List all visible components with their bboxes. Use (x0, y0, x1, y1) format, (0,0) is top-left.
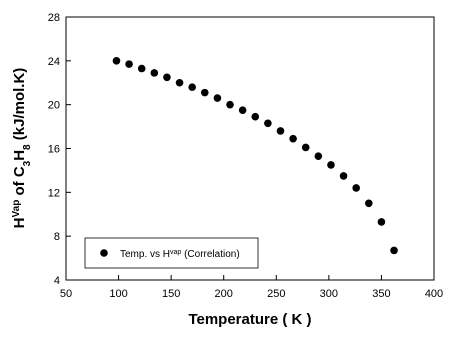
legend-marker (100, 249, 108, 257)
point (188, 83, 196, 91)
y-tick-label: 16 (48, 144, 60, 156)
y-tick-label: 8 (54, 231, 60, 243)
y-tick-label: 4 (54, 275, 60, 287)
y-axis-title-part: of C (11, 166, 28, 199)
point (125, 60, 133, 68)
point (137, 64, 146, 73)
legend-label-part: (Correlation) (181, 249, 239, 260)
point (339, 172, 348, 180)
y-axis-title-part: (kJ/mol.K) (11, 68, 28, 145)
point (163, 73, 171, 82)
point (264, 119, 272, 128)
y-tick-label: 24 (48, 56, 60, 68)
y-axis-title-part: Vap (11, 200, 22, 218)
point (200, 88, 209, 97)
legend-label-part: vap (170, 249, 181, 256)
legend-label: Temp. vs Hvap (Correlation) (120, 249, 240, 261)
point (390, 246, 398, 255)
legend-label-part: Temp. vs H (120, 249, 170, 260)
x-tick-label: 50 (60, 288, 72, 300)
point (301, 143, 310, 152)
x-tick-label: 100 (109, 288, 127, 300)
x-tick-label: 400 (425, 288, 443, 300)
y-tick-label: 28 (48, 12, 60, 24)
y-axis-title-part: H (11, 217, 28, 228)
point (226, 100, 234, 109)
point (276, 127, 285, 135)
y-axis-title-part: 8 (22, 144, 33, 150)
point (238, 106, 247, 114)
point (352, 184, 360, 192)
y-axis-title: HVap of C3H8 (kJ/mol.K) (11, 68, 33, 229)
y-tick-label: 20 (48, 100, 60, 112)
x-tick-label: 250 (267, 288, 285, 300)
legend-box (84, 237, 259, 269)
y-axis-title-part: H (11, 150, 28, 161)
x-tick-label: 150 (162, 288, 180, 300)
y-axis-title-part: 3 (22, 160, 33, 166)
point (175, 78, 184, 87)
point (327, 161, 335, 169)
point (365, 199, 373, 208)
x-tick-label: 200 (215, 288, 233, 300)
x-tick-label: 300 (320, 288, 338, 300)
y-tick-label: 12 (48, 187, 60, 199)
point (377, 218, 386, 226)
point (112, 57, 121, 65)
point (150, 69, 159, 77)
point (251, 112, 260, 121)
x-axis-title: Temperature ( K ) (188, 311, 311, 328)
x-tick-label: 350 (372, 288, 390, 300)
point (289, 134, 297, 143)
point (213, 94, 222, 102)
point (314, 152, 323, 160)
